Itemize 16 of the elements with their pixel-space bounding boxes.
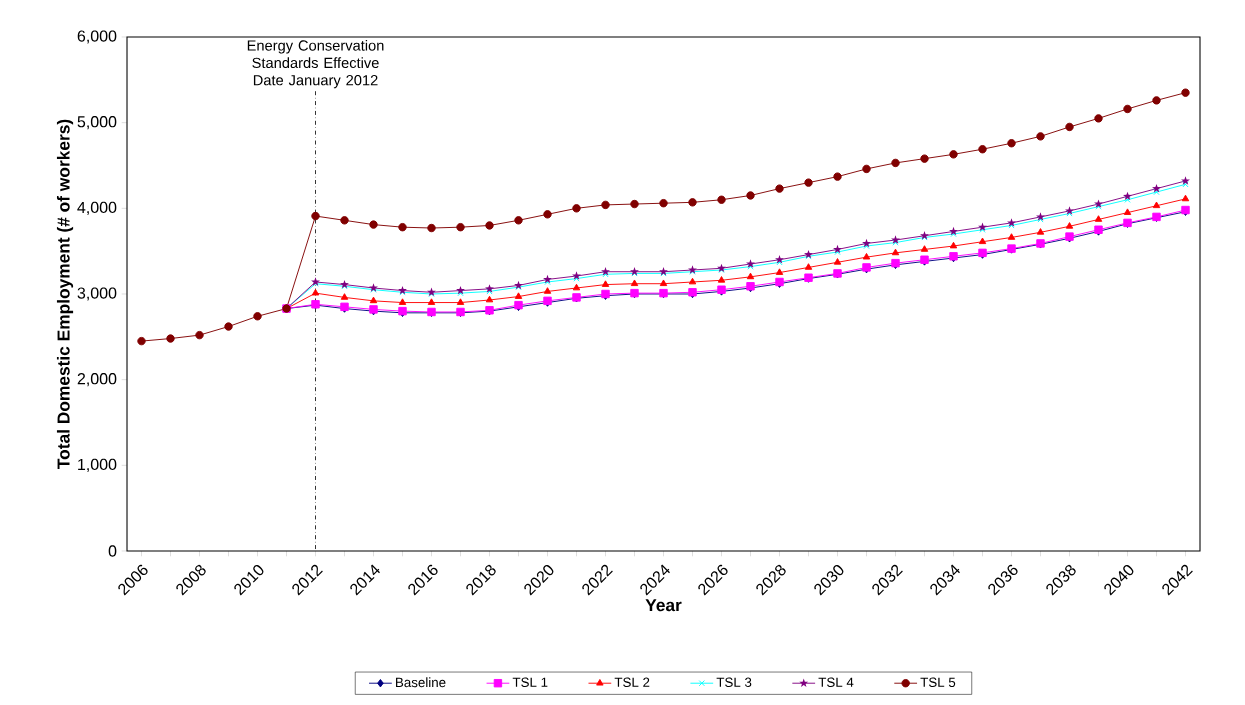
ref-line-label: Energy Conservation Standards Effective Date January 2012 (247, 39, 384, 89)
y-tick-label: 6,000 (77, 30, 117, 44)
legend-label: TSL 1 (512, 677, 548, 687)
y-tick-label: 2,000 (77, 373, 117, 387)
legend-label: Baseline (396, 677, 446, 688)
y-tick-label: 5,000 (77, 116, 117, 130)
legend-label: TSL 2 (614, 677, 650, 687)
x-axis-title: Year (645, 599, 682, 612)
legend-label: TSL 4 (818, 677, 854, 687)
y-tick-label: 4,000 (77, 201, 117, 215)
legend-label: TSL 3 (716, 677, 752, 687)
y-axis-title: Total Domestic Employment (# of workers) (56, 119, 74, 469)
y-tick-label: 1,000 (78, 458, 117, 472)
legend-label: TSL 5 (920, 677, 956, 687)
y-tick-label: 0 (108, 545, 117, 557)
y-tick-label: 3,000 (77, 287, 117, 301)
